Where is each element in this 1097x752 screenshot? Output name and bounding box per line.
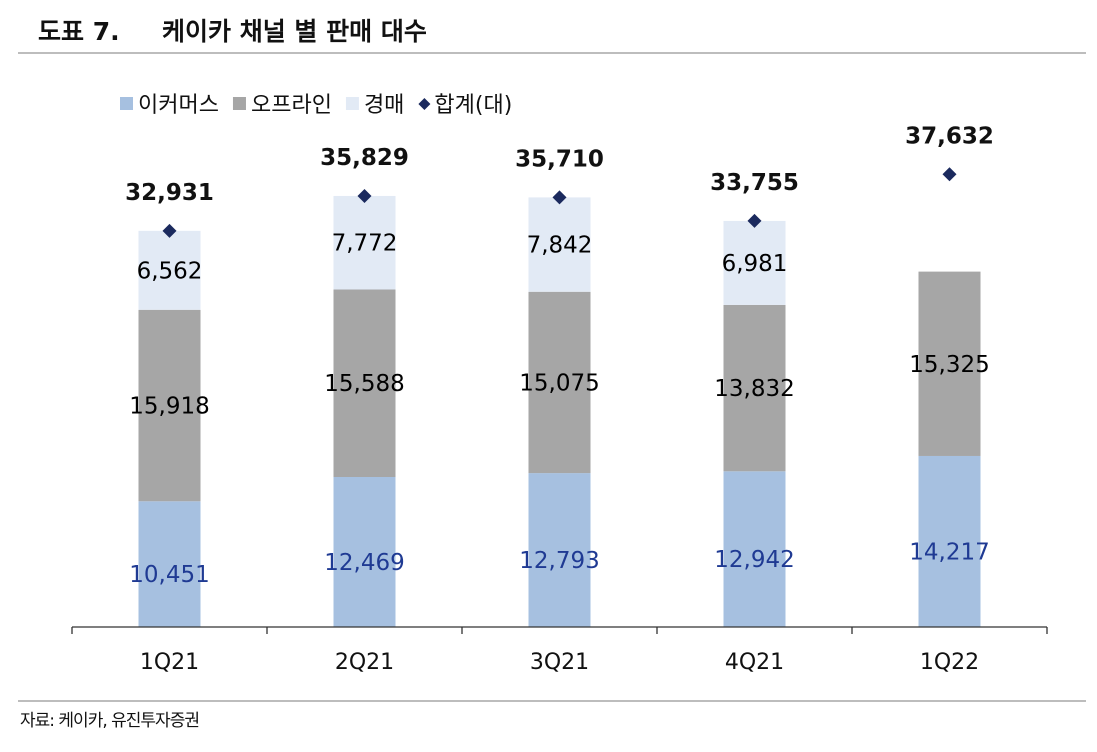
data-label-1: 15,075 [519,370,599,396]
x-tick-label: 4Q21 [725,650,784,675]
bar-segment-2 [333,195,396,290]
data-label-0: 10,451 [129,562,209,588]
x-axis: 1Q21 2Q21 3Q21 4Q21 1Q22 [71,626,1048,675]
data-label-1: 15,918 [129,394,209,420]
data-label-2: 7,772 [332,231,398,257]
bar-segment-2 [528,197,591,292]
legend-label-total: 합계(대) [434,93,512,118]
data-label-0: 14,217 [909,539,989,565]
bar-segment-1 [138,309,201,502]
data-label-1: 13,832 [714,376,794,402]
data-label-1: 15,588 [324,371,404,397]
x-tick-label: 1Q22 [920,650,979,675]
total-marker [357,188,372,203]
legend-swatch-0 [120,97,133,110]
bar-segment-1 [528,291,591,474]
data-label-1: 15,325 [909,352,989,378]
data-label-2: 6,981 [722,251,788,277]
total-label: 35,710 [515,146,604,172]
x-tick-label: 3Q21 [530,650,589,675]
legend: 이커머스 오프라인 경매 합계(대) [120,93,512,118]
total-marker [747,213,762,228]
legend-swatch-2 [345,97,359,110]
data-label-0: 12,469 [324,550,404,576]
bars: 10,451 15,918 6,562 32,931 12,469 15,588 7,772… [125,123,994,627]
total-marker [162,223,177,238]
total-label: 32,931 [125,180,214,206]
bar-segment-1 [918,271,981,456]
legend-label-0: 이커머스 [138,93,219,118]
bar-segment-2 [138,230,201,310]
bar-segment-1 [723,304,786,472]
bar-segment-0 [918,455,981,627]
data-label-0: 12,942 [714,547,794,573]
bar-segment-1 [333,289,396,477]
legend-marker-total [418,98,431,110]
total-label: 37,632 [905,123,994,149]
legend-label-2: 경매 [364,93,404,118]
x-tick-label: 1Q21 [140,650,199,675]
data-label-2: 6,562 [137,258,203,284]
total-marker [942,167,957,182]
data-label-0: 12,793 [519,548,599,574]
total-marker [552,190,567,205]
bar-segment-0 [723,471,786,627]
bar-segment-2 [723,220,786,305]
legend-label-1: 오프라인 [251,93,332,118]
total-label: 35,829 [320,145,409,171]
data-label-2: 7,842 [527,233,593,259]
source-note: 자료: 케이카, 유진투자증권 [20,711,199,731]
bar-segment-0 [138,501,201,627]
figure-number: 도표 7. [38,17,120,46]
x-tick-label: 2Q21 [335,650,394,675]
chart-title: 케이카 채널 별 판매 대수 [162,17,427,46]
total-label: 33,755 [710,170,799,196]
legend-swatch-1 [232,97,246,110]
bar-segment-0 [528,473,591,627]
bar-segment-0 [333,476,396,627]
